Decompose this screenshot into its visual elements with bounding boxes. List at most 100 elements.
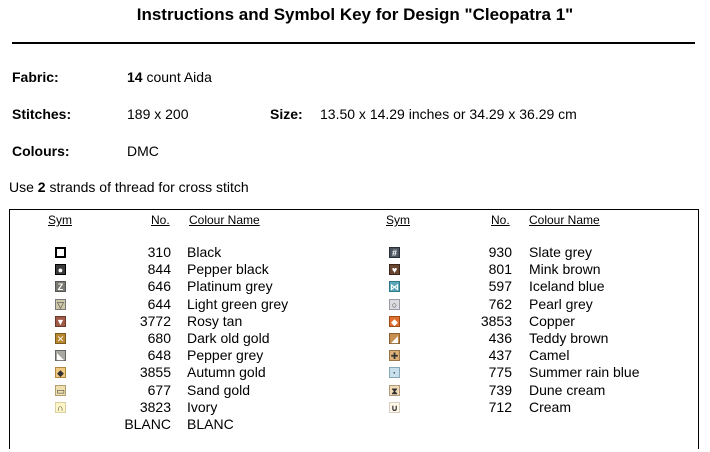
colour-name: Cream [529,398,572,415]
table-row: · 775 Summer rain blue [10,364,690,381]
symbol-swatch-icon: ◆ [55,367,66,379]
title-divider [12,42,695,44]
table-row: ▭ 677 Sand gold [10,382,690,399]
symbol-swatch-icon: ◆ [389,315,400,327]
size-label: Size: [270,106,303,122]
symbol-swatch-icon [55,247,66,258]
table-row: ▼ 3772 Rosy tan [10,313,690,330]
colour-number: 775 [488,364,512,381]
colour-name: Autumn gold [187,364,266,381]
colour-number: 436 [488,330,512,346]
symbol-swatch-icon: # [389,247,400,258]
table-row: ✕ 680 Dark old gold [10,330,690,347]
header-sym-right: Sym [386,213,410,227]
header-no-right: No. [491,213,510,227]
table-row: ◣ 648 Pepper grey [10,347,690,364]
symbol-swatch-icon: ✚ [389,350,400,362]
fabric-type: count Aida [142,69,212,85]
symbol-swatch-icon: ● [55,264,66,276]
colour-number: 680 [147,330,171,346]
table-row: ∩ 3823 Ivory [10,399,690,416]
colour-name: Camel [529,347,570,364]
symbol-swatch-icon: ◣ [55,350,66,362]
colour-number: 3853 [480,312,512,329]
thread-instructions: Use 2 strands of thread for cross stitch [9,179,249,195]
colour-number: BLANC [124,416,171,432]
colour-number: 677 [147,381,171,398]
symbol-key-table: Sym No. Colour Name Sym No. Colour Name … [9,209,699,449]
table-row: ◆ 3853 Copper [10,313,690,330]
symbol-swatch-icon: ▽ [55,298,66,310]
colour-number: 646 [147,278,171,295]
colour-name: Pepper black [187,261,269,278]
colour-number: 762 [488,295,512,312]
colour-number: 739 [488,381,512,398]
table-row: ✚ 437 Camel [10,347,690,364]
fabric-count: 14 [127,69,143,85]
symbol-swatch-icon: ◢ [389,333,400,344]
colour-name: Iceland blue [529,278,605,295]
table-row: BLANC BLANC [10,416,690,433]
symbol-swatch-icon: ∪ [389,401,400,413]
colour-name: Rosy tan [187,312,243,329]
colour-name: Light green grey [187,295,289,312]
colour-number: 644 [147,295,171,312]
header-name-left: Colour Name [189,213,260,227]
table-row: #930 Slate grey [10,244,690,261]
colour-number: 844 [147,261,171,278]
fabric-value: 14 count Aida [127,69,212,85]
symbol-swatch-icon [55,419,66,430]
colour-number: 310 [147,244,171,260]
colour-name: Pearl grey [529,295,593,312]
table-row: ⋈ 597 Iceland blue [10,278,690,295]
colour-number: 3772 [139,312,171,329]
colour-name: Summer rain blue [529,364,640,381]
table-row: ◆ 3855 Autumn gold [10,364,690,381]
table-row: ♥ 801 Mink brown [10,261,690,278]
header-name-right: Colour Name [529,213,600,227]
fabric-label: Fabric: [12,69,59,85]
colours-label: Colours: [12,143,70,159]
table-row: ◢ 436 Teddy brown [10,330,690,347]
symbol-swatch-icon: ✕ [55,333,66,344]
colour-number: 597 [488,278,512,295]
symbol-swatch-icon: ⋈ [389,281,400,293]
symbol-swatch-icon: ∩ [55,401,66,413]
table-row: ● 844 Pepper black [10,261,690,278]
symbol-swatch-icon: ▭ [55,384,66,396]
colour-number: 930 [488,244,512,260]
colour-name: Ivory [187,398,218,415]
page-title: Instructions and Symbol Key for Design "… [136,5,574,24]
colour-number: 3823 [139,398,171,415]
table-row: 310 Black [10,244,690,261]
header-sym-left: Sym [48,213,72,227]
colours-value: DMC [127,143,159,159]
table-row: ∪ 712 Cream [10,399,690,416]
stitches-value: 189 x 200 [127,106,189,122]
table-row: ○ 762 Pearl grey [10,296,690,313]
colour-name: Black [187,244,222,260]
colour-name: Slate grey [529,244,593,260]
colour-name: Teddy brown [529,330,609,346]
colour-name: Dune cream [529,381,606,398]
colour-name: BLANC [187,416,234,432]
size-value: 13.50 x 14.29 inches or 34.29 x 36.29 cm [320,106,577,122]
colour-name: Pepper grey [187,347,264,364]
symbol-swatch-icon: ♥ [389,264,400,276]
colour-number: 712 [488,398,512,415]
colour-number: 437 [488,347,512,364]
instructions-post: strands of thread for cross stitch [45,179,249,195]
stitches-label: Stitches: [12,106,72,122]
colour-name: Sand gold [187,381,251,398]
strand-count: 2 [37,179,46,195]
table-row: ⧗ 739 Dune cream [10,382,690,399]
instructions-pre: Use [9,179,38,195]
symbol-swatch-icon: ○ [389,298,400,310]
table-row: ▽ 644 Light green grey [10,296,690,313]
header-no-left: No. [151,213,170,227]
colour-name: Dark old gold [187,330,270,346]
colour-name: Copper [529,312,575,329]
colour-number: 648 [147,347,171,364]
colour-number: 801 [488,261,512,278]
table-row: Z 646 Platinum grey [10,278,690,295]
